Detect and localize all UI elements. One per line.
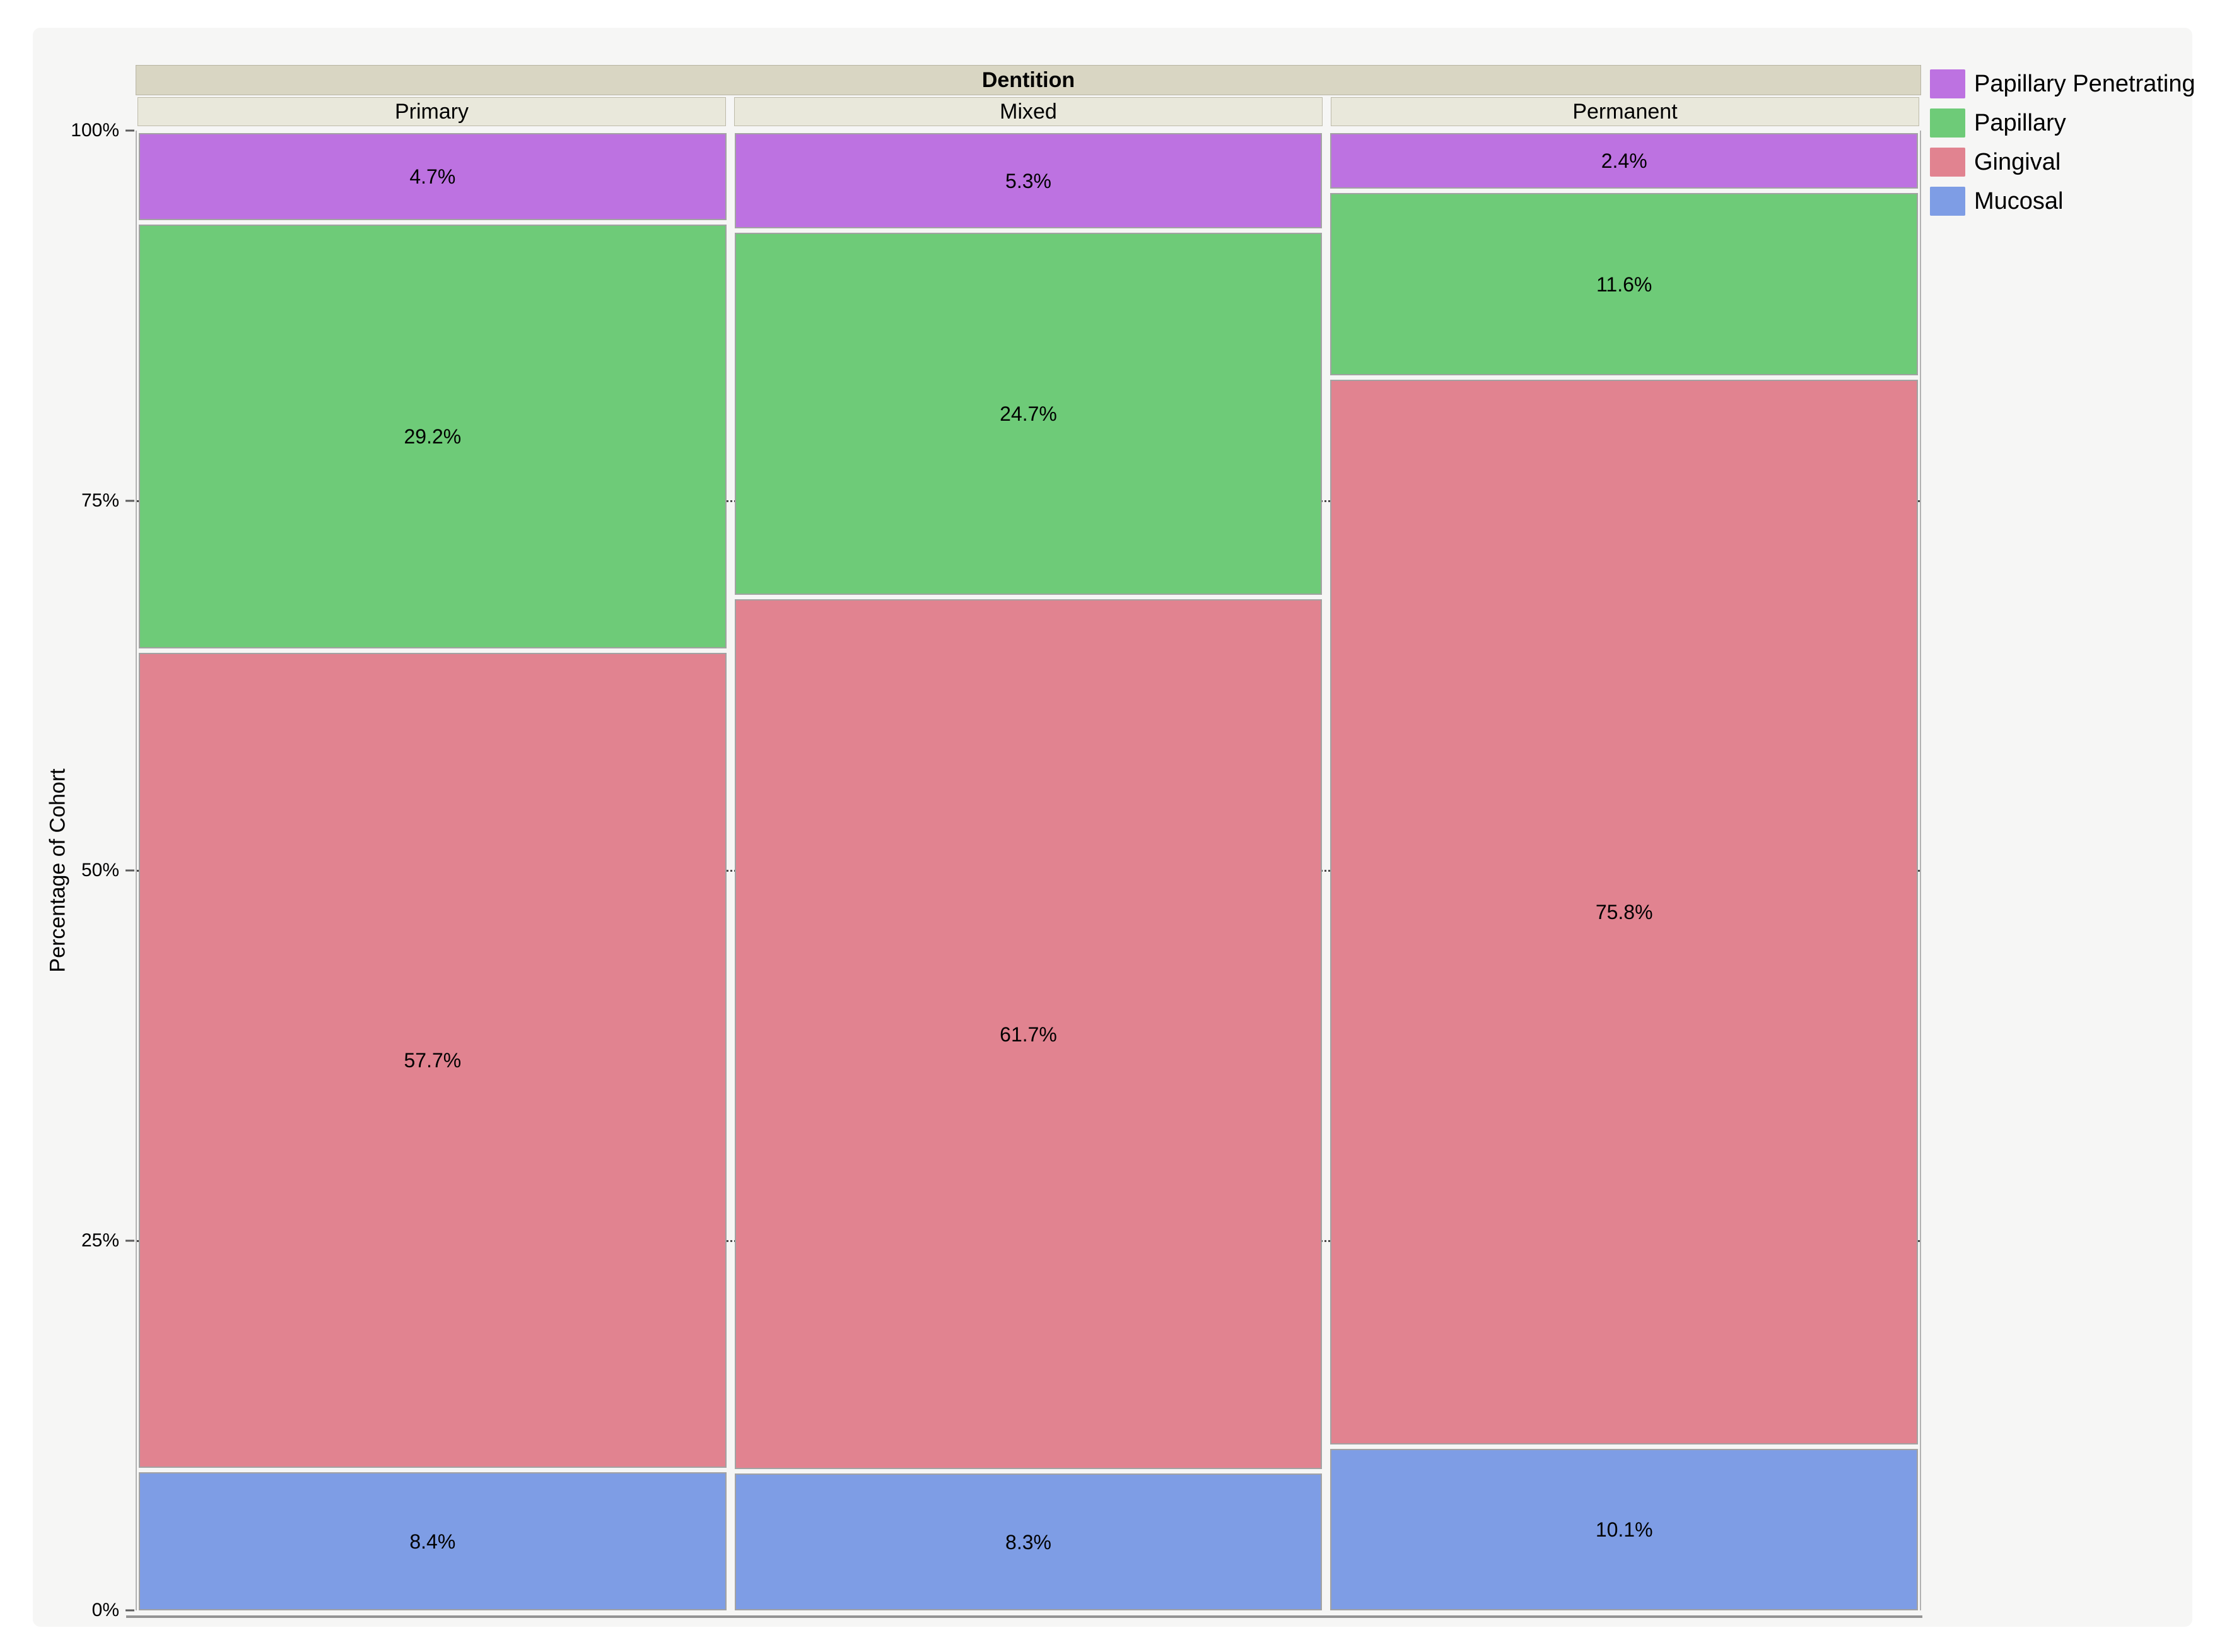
mosaic-segment-primary-mucosal[interactable]: 8.4% [139, 1472, 727, 1610]
mosaic-segment-permanent-gingival[interactable]: 75.8% [1330, 380, 1919, 1444]
mosaic-column-primary: 4.7% 29.2% 57.7% 8.4% [139, 133, 727, 1610]
legend-item-mucosal[interactable]: Mucosal [1930, 187, 2195, 216]
group-header-band: Dentition [136, 65, 1921, 95]
segment-value-label: 61.7% [1000, 1022, 1057, 1046]
legend-swatch-papillary-penetrating [1930, 69, 1965, 98]
segment-value-label: 11.6% [1596, 272, 1652, 296]
y-tick-mark-25 [126, 1239, 134, 1241]
dentition-group-label: Dentition [981, 68, 1075, 92]
column-header-permanent: Permanent [1331, 97, 1919, 126]
y-tick-mark-100 [126, 129, 134, 132]
mosaic-plot-area: 4.7% 29.2% 57.7% 8.4% 5.3% 24.7% 61.7% 8.3% 2.4%… [136, 131, 1921, 1610]
mosaic-segment-permanent-papillary[interactable]: 11.6% [1330, 193, 1919, 376]
legend-item-label: Papillary [1974, 109, 2066, 136]
legend-item-label: Mucosal [1974, 187, 2064, 214]
y-tick-mark-75 [126, 500, 134, 501]
y-tick-mark-0 [126, 1609, 134, 1612]
mosaic-segment-mixed-gingival[interactable]: 61.7% [734, 599, 1323, 1470]
segment-value-label: 5.3% [1005, 169, 1051, 192]
mosaic-segment-permanent-mucosal[interactable]: 10.1% [1330, 1448, 1919, 1610]
x-axis-line [126, 1615, 1922, 1618]
mosaic-segment-primary-gingival[interactable]: 57.7% [139, 653, 727, 1468]
category-header-row: Primary Mixed Permanent [136, 97, 1921, 126]
legend-swatch-mucosal [1930, 187, 1965, 216]
y-tick-label-25: 25% [81, 1229, 119, 1251]
mosaic-segment-permanent-papillary-penetrating[interactable]: 2.4% [1330, 133, 1919, 189]
y-tick-mark-50 [126, 869, 134, 872]
legend-item-label: Gingival [1974, 148, 2061, 175]
segment-value-label: 29.2% [404, 425, 462, 448]
mosaic-segment-primary-papillary[interactable]: 29.2% [139, 225, 727, 648]
mosaic-segment-mixed-papillary[interactable]: 24.7% [734, 233, 1323, 595]
legend-item-papillary[interactable]: Papillary [1930, 108, 2195, 138]
segment-value-label: 24.7% [1000, 402, 1057, 426]
legend-swatch-gingival [1930, 148, 1965, 177]
y-tick-label-0: 0% [91, 1600, 119, 1620]
segment-value-label: 8.3% [1005, 1530, 1051, 1554]
y-tick-label-75: 75% [81, 489, 119, 511]
segment-value-label: 2.4% [1601, 149, 1647, 173]
legend-swatch-papillary [1930, 108, 1965, 138]
mosaic-segment-mixed-mucosal[interactable]: 8.3% [734, 1473, 1323, 1610]
legend-item-label: Papillary Penetrating [1974, 70, 2195, 97]
mosaic-column-permanent: 2.4% 11.6% 75.8% 10.1% [1330, 133, 1919, 1610]
legend-item-papillary-penetrating[interactable]: Papillary Penetrating [1930, 69, 2195, 98]
column-header-primary: Primary [137, 97, 726, 126]
segment-value-label: 57.7% [404, 1049, 462, 1072]
mosaic-columns: 4.7% 29.2% 57.7% 8.4% 5.3% 24.7% 61.7% 8.3% 2.4%… [137, 131, 1920, 1610]
mosaic-column-mixed: 5.3% 24.7% 61.7% 8.3% [734, 133, 1323, 1610]
y-axis: 0% 25% 50% 75% 100% [33, 120, 136, 1620]
y-tick-label-50: 50% [81, 860, 119, 881]
segment-value-label: 8.4% [409, 1530, 456, 1553]
mosaic-segment-primary-papillary-penetrating[interactable]: 4.7% [139, 133, 727, 221]
column-header-mixed: Mixed [734, 97, 1323, 126]
y-tick-label-100: 100% [71, 120, 119, 141]
legend-item-gingival[interactable]: Gingival [1930, 148, 2195, 177]
legend: Papillary Penetrating Papillary Gingival Mu… [1930, 69, 2195, 216]
segment-value-label: 4.7% [409, 165, 456, 189]
segment-value-label: 10.1% [1595, 1518, 1653, 1541]
report-panel: Dentition Primary Mixed Permanent Percenta… [33, 28, 2195, 1627]
segment-value-label: 75.8% [1595, 900, 1653, 923]
mosaic-segment-mixed-papillary-penetrating[interactable]: 5.3% [734, 133, 1323, 229]
